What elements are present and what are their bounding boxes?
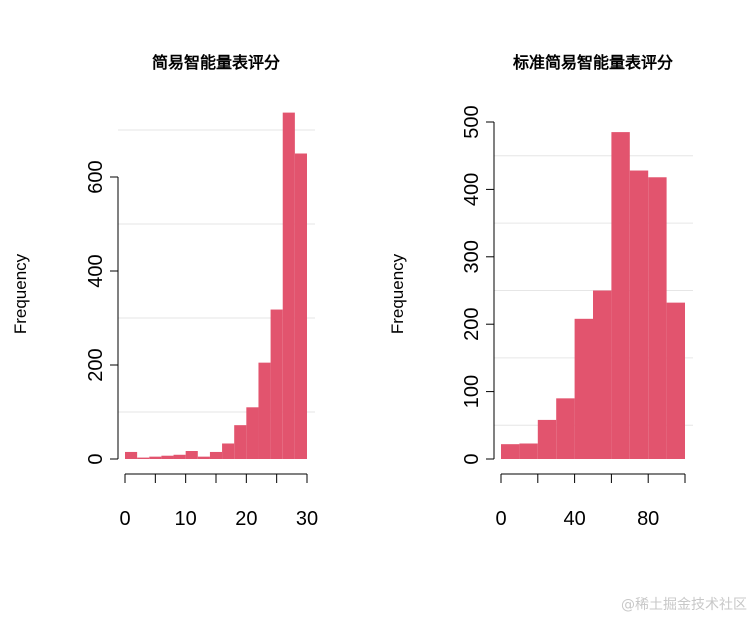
histogram-bar [185, 451, 198, 459]
y-tick-label: 100 [461, 375, 483, 408]
histogram-bar [556, 398, 575, 459]
y-tick-label: 600 [85, 160, 107, 193]
histogram-bar [137, 457, 150, 459]
y-tick-label: 400 [85, 254, 107, 287]
watermark: @稀土掘金技术社区 [621, 597, 747, 613]
histogram-bar [611, 132, 630, 460]
y-tick-label: 0 [461, 453, 483, 464]
x-tick-label: 40 [563, 508, 585, 530]
y-tick-label: 200 [461, 308, 483, 341]
y-tick-label: 400 [461, 173, 483, 206]
histogram-bar [282, 112, 295, 460]
histogram-bar [629, 170, 649, 459]
chart-title: 简易智能量表评分 [152, 53, 280, 72]
x-tick-label: 0 [119, 508, 130, 530]
histogram-bar [125, 451, 138, 459]
x-tick-label: 80 [637, 508, 659, 530]
histogram-bar [294, 153, 307, 459]
x-tick-label: 20 [235, 508, 257, 530]
x-tick-label: 10 [175, 508, 197, 530]
histogram-bar [197, 456, 210, 459]
chart-title: 标准简易智能量表评分 [512, 53, 673, 72]
x-tick-label: 0 [495, 508, 506, 530]
histogram-bar [593, 290, 612, 459]
histogram-bar [161, 455, 174, 459]
x-tick-label: 30 [296, 508, 318, 530]
histogram-bar [149, 456, 162, 459]
histogram-bar [574, 318, 593, 459]
histogram-bar [666, 302, 685, 459]
y-tick-label: 500 [461, 105, 483, 138]
histogram-bar [246, 407, 259, 459]
histogram-bar [270, 309, 283, 459]
panel-left: 简易智能量表评分 Frequency 0 200 400 600 0 10 20 30 [11, 53, 318, 530]
y-tick-label: 0 [85, 453, 107, 464]
histogram-bar [173, 454, 186, 459]
histogram-bar [501, 444, 520, 459]
histogram-bar [234, 425, 247, 459]
y-tick-label: 200 [85, 348, 107, 381]
histogram-bar [209, 451, 223, 459]
histogram-bar [537, 419, 557, 459]
histogram-bar [258, 362, 271, 459]
y-axis-label: Frequency [11, 253, 30, 334]
y-axis-label: Frequency [388, 253, 407, 334]
panel-right: 标准简易智能量表评分 Frequency 0 100 200 300 400 500 0 40… [388, 53, 693, 530]
histogram-bar [222, 443, 235, 459]
y-tick-label: 300 [461, 240, 483, 273]
histogram-bar [519, 443, 538, 459]
histogram-bar [648, 177, 667, 459]
